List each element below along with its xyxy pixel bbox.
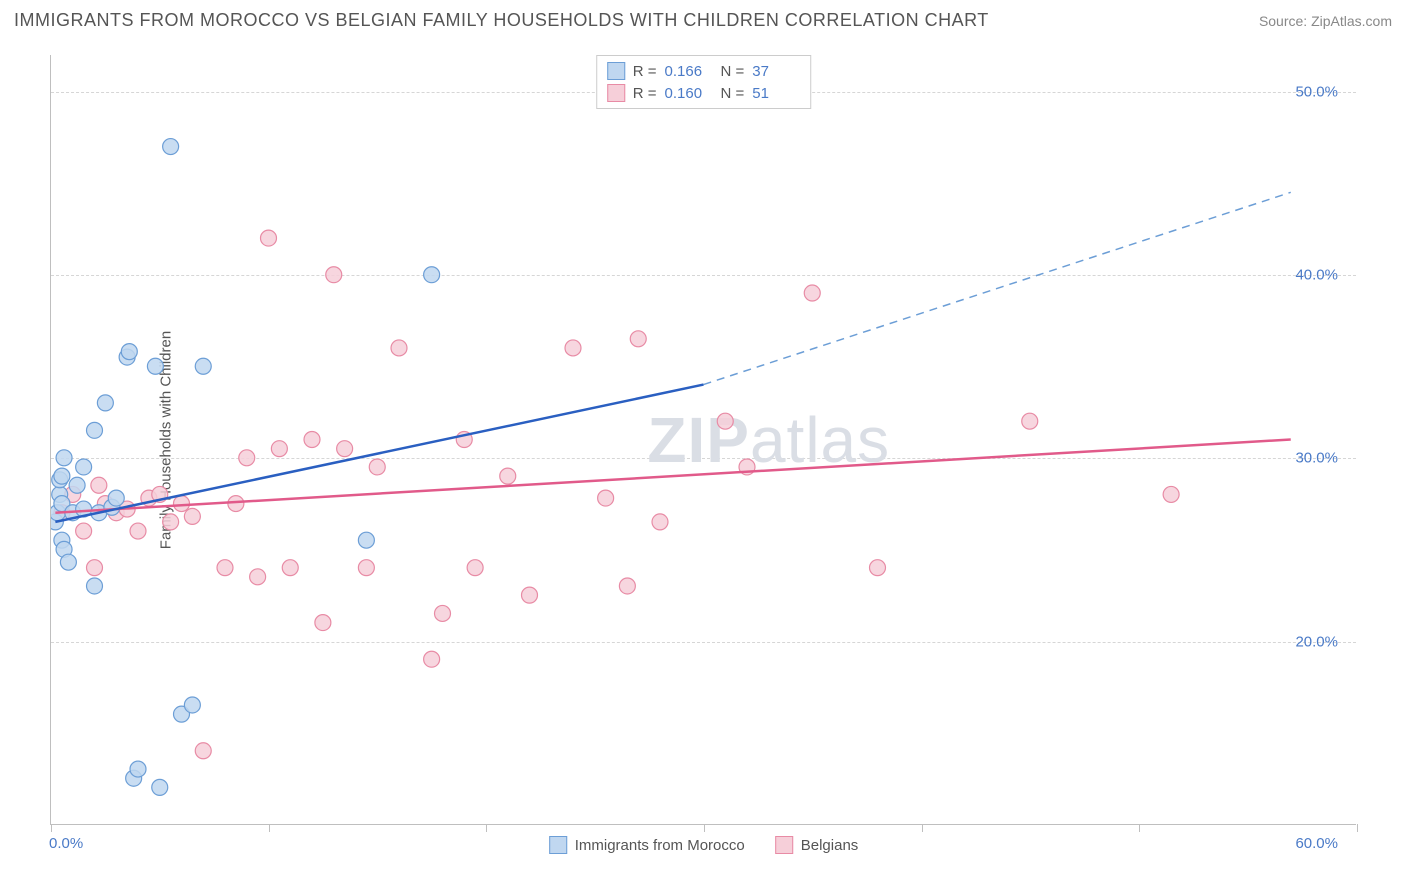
- legend-series: Immigrants from Morocco Belgians: [549, 836, 859, 854]
- point-belgians: [217, 560, 233, 576]
- r-value-belgians: 0.160: [665, 85, 713, 102]
- swatch-morocco: [549, 836, 567, 854]
- point-belgians: [87, 560, 103, 576]
- n-value-morocco: 37: [752, 63, 800, 80]
- point-belgians: [804, 285, 820, 301]
- x-tick: [486, 824, 487, 832]
- point-belgians: [565, 340, 581, 356]
- point-morocco: [76, 459, 92, 475]
- swatch-belgians: [775, 836, 793, 854]
- trendline-belgians: [55, 440, 1290, 513]
- swatch-belgians: [607, 84, 625, 102]
- legend-stats-row-belgians: R = 0.160 N = 51: [607, 82, 801, 104]
- point-belgians: [261, 230, 277, 246]
- point-belgians: [500, 468, 516, 484]
- point-morocco: [195, 358, 211, 374]
- point-morocco: [69, 477, 85, 493]
- x-tick: [1139, 824, 1140, 832]
- point-belgians: [652, 514, 668, 530]
- x-tick: [922, 824, 923, 832]
- legend-label-morocco: Immigrants from Morocco: [575, 837, 745, 854]
- point-belgians: [130, 523, 146, 539]
- point-belgians: [358, 560, 374, 576]
- point-belgians: [522, 587, 538, 603]
- point-belgians: [598, 490, 614, 506]
- x-tick: [704, 824, 705, 832]
- point-belgians: [195, 743, 211, 759]
- n-label: N =: [721, 85, 745, 102]
- point-belgians: [717, 413, 733, 429]
- n-label: N =: [721, 63, 745, 80]
- point-belgians: [326, 267, 342, 283]
- point-belgians: [467, 560, 483, 576]
- point-belgians: [391, 340, 407, 356]
- x-tick: [51, 824, 52, 832]
- scatter-svg: [51, 55, 1356, 824]
- x-tick: [1357, 824, 1358, 832]
- swatch-morocco: [607, 62, 625, 80]
- point-morocco: [54, 468, 70, 484]
- point-belgians: [239, 450, 255, 466]
- r-label: R =: [633, 63, 657, 80]
- legend-item-morocco: Immigrants from Morocco: [549, 836, 745, 854]
- chart-title: IMMIGRANTS FROM MOROCCO VS BELGIAN FAMIL…: [14, 10, 989, 31]
- point-belgians: [271, 441, 287, 457]
- legend-stats: R = 0.166 N = 37 R = 0.160 N = 51: [596, 55, 812, 109]
- point-morocco: [97, 395, 113, 411]
- point-belgians: [282, 560, 298, 576]
- point-belgians: [315, 615, 331, 631]
- trendline-morocco-dashed: [704, 192, 1291, 384]
- r-value-morocco: 0.166: [665, 63, 713, 80]
- chart-source: Source: ZipAtlas.com: [1259, 13, 1392, 29]
- plot-area: Family Households with Children 20.0%30.…: [50, 55, 1356, 825]
- point-belgians: [369, 459, 385, 475]
- point-belgians: [1022, 413, 1038, 429]
- point-belgians: [304, 432, 320, 448]
- x-tick-right: 60.0%: [1295, 835, 1338, 852]
- point-belgians: [250, 569, 266, 585]
- point-belgians: [619, 578, 635, 594]
- point-belgians: [630, 331, 646, 347]
- point-morocco: [152, 779, 168, 795]
- r-label: R =: [633, 85, 657, 102]
- point-belgians: [435, 605, 451, 621]
- point-belgians: [184, 508, 200, 524]
- x-tick-left: 0.0%: [49, 835, 83, 852]
- point-morocco: [60, 554, 76, 570]
- x-tick: [269, 824, 270, 832]
- point-morocco: [163, 139, 179, 155]
- point-belgians: [424, 651, 440, 667]
- legend-label-belgians: Belgians: [801, 837, 859, 854]
- point-morocco: [87, 578, 103, 594]
- point-belgians: [1163, 486, 1179, 502]
- legend-item-belgians: Belgians: [775, 836, 859, 854]
- point-belgians: [91, 477, 107, 493]
- point-belgians: [870, 560, 886, 576]
- point-morocco: [358, 532, 374, 548]
- point-belgians: [174, 496, 190, 512]
- point-morocco: [130, 761, 146, 777]
- point-morocco: [121, 344, 137, 360]
- chart-header: IMMIGRANTS FROM MOROCCO VS BELGIAN FAMIL…: [14, 10, 1392, 31]
- point-morocco: [108, 490, 124, 506]
- legend-stats-row-morocco: R = 0.166 N = 37: [607, 60, 801, 82]
- point-morocco: [424, 267, 440, 283]
- point-morocco: [56, 450, 72, 466]
- point-morocco: [184, 697, 200, 713]
- point-morocco: [87, 422, 103, 438]
- point-morocco: [147, 358, 163, 374]
- point-belgians: [163, 514, 179, 530]
- point-belgians: [76, 523, 92, 539]
- point-belgians: [337, 441, 353, 457]
- n-value-belgians: 51: [752, 85, 800, 102]
